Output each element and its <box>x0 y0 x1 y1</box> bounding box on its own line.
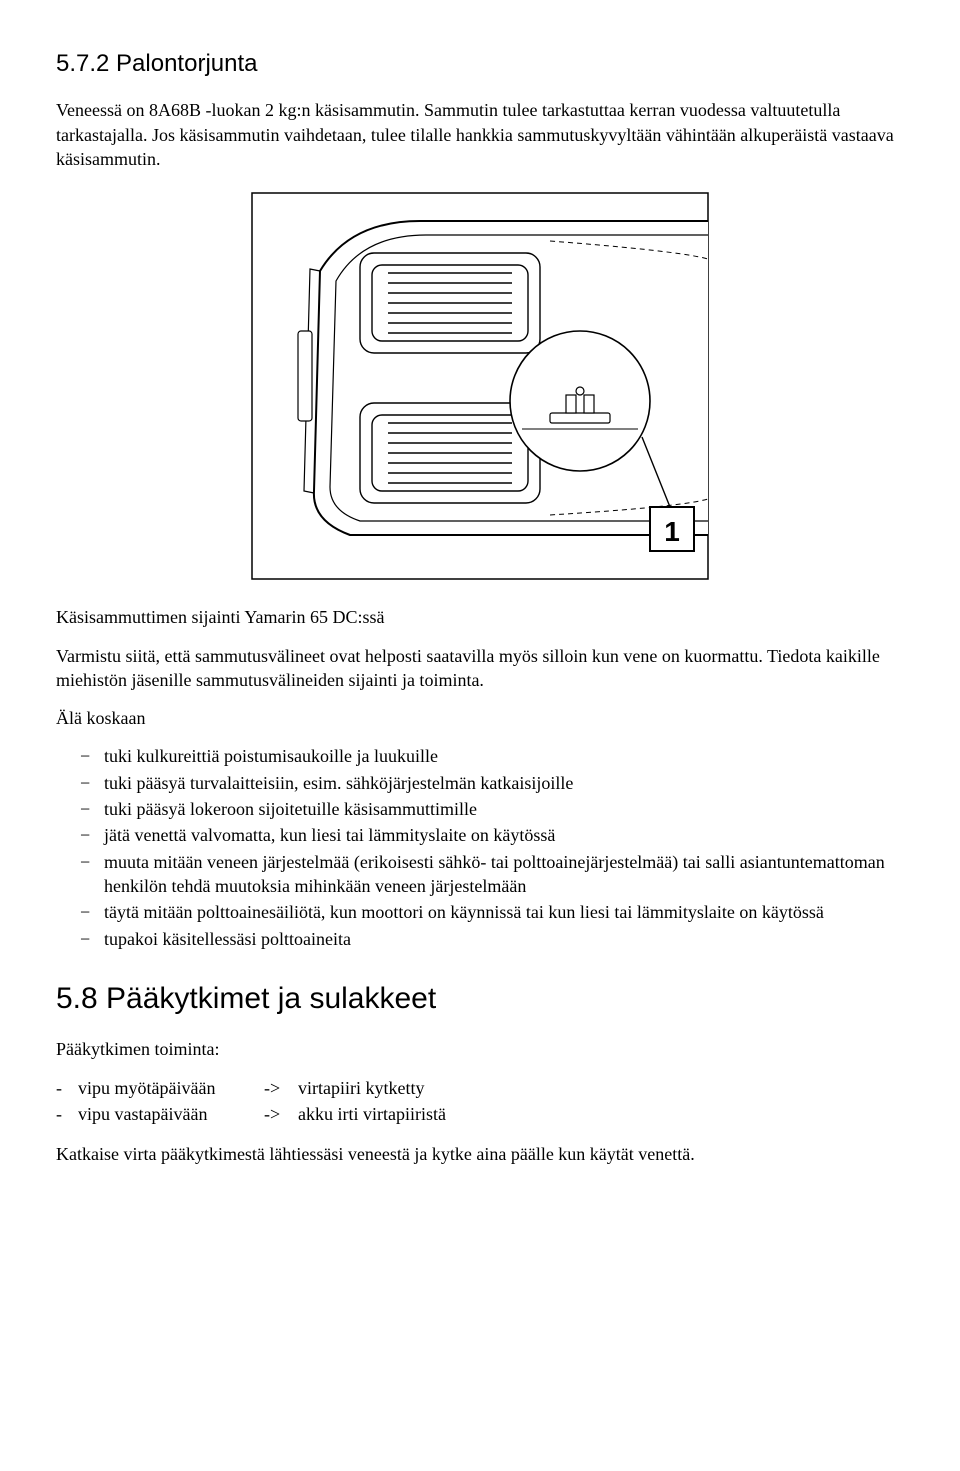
never-label: Älä koskaan <box>56 706 904 730</box>
section-58-subtitle: Pääkytkimen toiminta: <box>56 1037 904 1061</box>
section-572-paragraph-1: Veneessä on 8A68B -luokan 2 kg:n käsisam… <box>56 98 904 171</box>
row-dash: - <box>56 1076 78 1102</box>
switch-table: - vipu myötäpäivään -> virtapiiri kytket… <box>56 1076 452 1129</box>
list-item: täytä mitään polttoainesäiliötä, kun moo… <box>56 900 904 924</box>
boat-diagram: 1 <box>250 191 710 581</box>
table-row: - vipu vastapäivään -> akku irti virtapi… <box>56 1102 452 1128</box>
diagram-callout-1: 1 <box>664 516 680 547</box>
row-dash: - <box>56 1102 78 1128</box>
diagram-caption: Käsisammuttimen sijainti Yamarin 65 DC:s… <box>56 605 904 629</box>
section-572-paragraph-2: Varmistu siitä, että sammutusvälineet ov… <box>56 644 904 693</box>
row-desc: virtapiiri kytketty <box>298 1076 452 1102</box>
row-label: vipu vastapäivään <box>78 1102 264 1128</box>
list-item: tuki kulkureittiä poistumisaukoille ja l… <box>56 744 904 768</box>
list-item: muuta mitään veneen järjestelmää (erikoi… <box>56 850 904 899</box>
list-item: jätä venettä valvomatta, kun liesi tai l… <box>56 823 904 847</box>
table-row: - vipu myötäpäivään -> virtapiiri kytket… <box>56 1076 452 1102</box>
list-item: tuki pääsyä lokeroon sijoitetuille käsis… <box>56 797 904 821</box>
section-58-paragraph-1: Katkaise virta pääkytkimestä lähtiessäsi… <box>56 1142 904 1166</box>
row-label: vipu myötäpäivään <box>78 1076 264 1102</box>
row-arrow: -> <box>264 1076 298 1102</box>
section-572-title: 5.7.2 Palontorjunta <box>56 48 904 80</box>
never-list: tuki kulkureittiä poistumisaukoille ja l… <box>56 744 904 950</box>
row-arrow: -> <box>264 1102 298 1128</box>
section-58-title: 5.8 Pääkytkimet ja sulakkeet <box>56 979 904 1020</box>
row-desc: akku irti virtapiiristä <box>298 1102 452 1128</box>
boat-diagram-container: 1 <box>56 191 904 581</box>
list-item: tuki pääsyä turvalaitteisiin, esim. sähk… <box>56 771 904 795</box>
list-item: tupakoi käsitellessäsi polttoaineita <box>56 927 904 951</box>
